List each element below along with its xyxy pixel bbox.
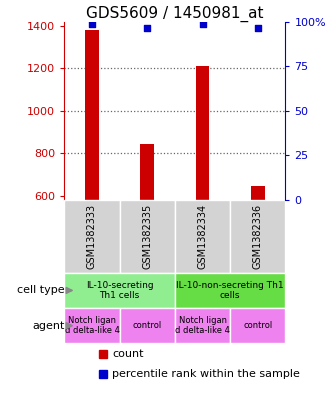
Text: cell type: cell type xyxy=(17,285,65,296)
Bar xyxy=(64,308,120,343)
Bar xyxy=(175,273,285,308)
Bar xyxy=(119,308,175,343)
Bar xyxy=(230,308,285,343)
Point xyxy=(145,25,150,31)
Text: control: control xyxy=(133,321,162,330)
Bar xyxy=(64,273,175,308)
Bar xyxy=(85,30,99,200)
Text: Notch ligan
d delta-like 4: Notch ligan d delta-like 4 xyxy=(175,316,230,335)
Text: agent: agent xyxy=(33,321,65,331)
Bar xyxy=(230,200,285,273)
Text: IL-10-non-secreting Th1
cells: IL-10-non-secreting Th1 cells xyxy=(176,281,284,300)
Point xyxy=(255,25,260,31)
Bar xyxy=(175,200,230,273)
Bar xyxy=(140,144,154,200)
Text: GSM1382336: GSM1382336 xyxy=(253,204,263,269)
Point xyxy=(200,21,205,28)
Text: GSM1382334: GSM1382334 xyxy=(198,204,208,269)
Text: IL-10-secreting
Th1 cells: IL-10-secreting Th1 cells xyxy=(86,281,153,300)
Text: count: count xyxy=(112,349,144,360)
Text: Notch ligan
d delta-like 4: Notch ligan d delta-like 4 xyxy=(65,316,119,335)
Bar xyxy=(196,66,210,200)
Text: percentile rank within the sample: percentile rank within the sample xyxy=(112,369,300,379)
Text: control: control xyxy=(243,321,273,330)
Bar xyxy=(251,186,265,200)
Bar xyxy=(175,308,230,343)
Title: GDS5609 / 1450981_at: GDS5609 / 1450981_at xyxy=(86,6,264,22)
Text: GSM1382333: GSM1382333 xyxy=(87,204,97,269)
Bar xyxy=(64,200,120,273)
Point xyxy=(89,21,95,28)
Bar xyxy=(119,200,175,273)
Text: GSM1382335: GSM1382335 xyxy=(142,204,152,269)
